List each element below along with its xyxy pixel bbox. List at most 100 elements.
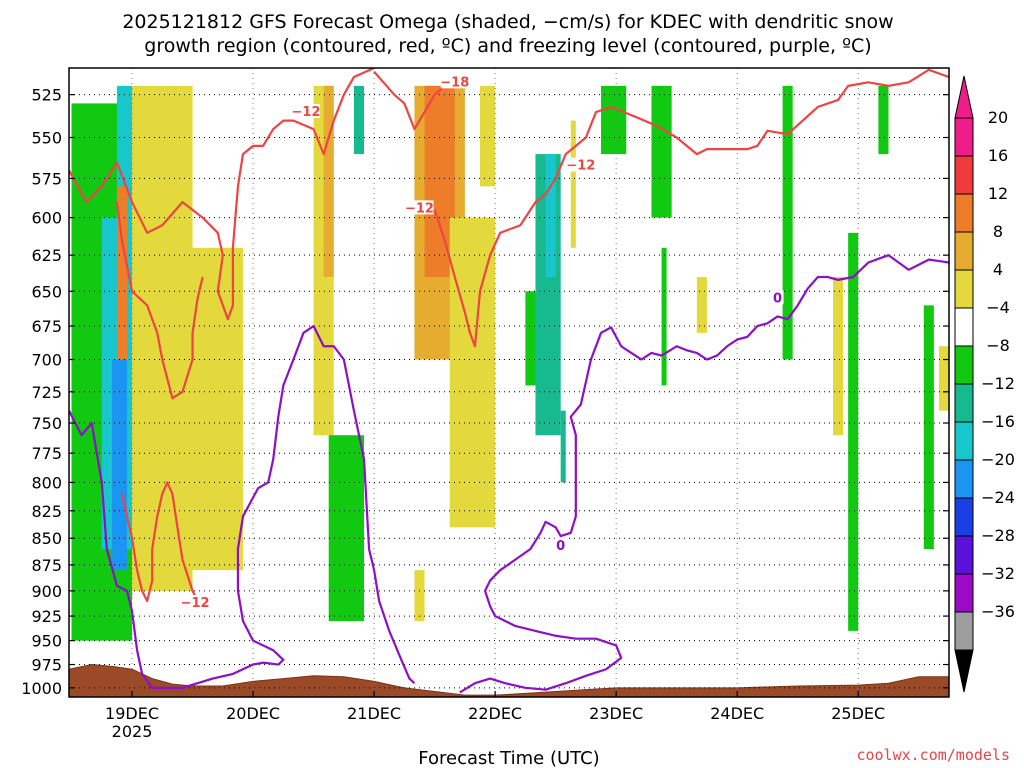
omega-region <box>651 85 672 218</box>
colorbar-swatch <box>954 459 974 499</box>
colorbar-label: −36 <box>981 602 1015 621</box>
omega-region <box>545 154 556 278</box>
y-tick-label: 550 <box>31 129 62 148</box>
omega-region <box>782 85 793 360</box>
plot-frame <box>68 67 950 698</box>
colorbar-label: −20 <box>981 450 1015 469</box>
dgz-contour-line <box>433 68 949 348</box>
colorbar-label: −8 <box>986 336 1010 355</box>
y-tick-label: 850 <box>31 529 62 548</box>
freezing-level-label-bg <box>554 537 567 552</box>
omega-region <box>923 305 934 550</box>
colorbar-label: −32 <box>981 564 1015 583</box>
omega-region <box>848 232 859 631</box>
omega-region <box>878 85 889 155</box>
dgz-contour-label-bg <box>405 200 434 215</box>
y-tick-label: 875 <box>31 556 62 575</box>
omega-region <box>661 247 667 386</box>
x-tick-label: 23DEC <box>589 704 643 723</box>
omega-region <box>525 291 536 386</box>
colorbar-label: 20 <box>988 108 1008 127</box>
colorbar-top-arrow <box>954 75 974 119</box>
dgz-contour-line <box>115 201 204 400</box>
omega-shading <box>71 85 949 641</box>
omega-region <box>570 120 576 248</box>
dgz-contour-label: −12 <box>181 596 210 611</box>
omega-region <box>938 346 949 411</box>
terrain-fill <box>69 664 949 697</box>
dgz-contour-label: −18 <box>440 75 469 90</box>
omega-region <box>601 85 627 155</box>
omega-region <box>323 85 334 278</box>
x-axis-label: Forecast Time (UTC) <box>418 748 599 768</box>
freezing-level-label-bg <box>771 290 784 305</box>
colorbar-swatch <box>954 421 974 461</box>
y-tick-label: 650 <box>31 282 62 301</box>
colorbar-swatch <box>954 345 974 385</box>
colorbar-swatch <box>954 231 974 271</box>
x-tick-label: 25DEC <box>831 704 885 723</box>
colorbar-label: −16 <box>981 412 1015 431</box>
dgz-contours <box>69 68 949 603</box>
colorbar-swatch <box>954 535 974 575</box>
y-tick-label: 600 <box>31 209 62 228</box>
colorbar-swatch <box>954 117 974 157</box>
omega-region <box>696 277 707 333</box>
y-tick-label: 675 <box>31 317 62 336</box>
omega-region <box>111 359 127 571</box>
y-tick-label: 925 <box>31 607 62 626</box>
colorbar-label: −4 <box>986 298 1010 317</box>
omega-region <box>833 277 844 436</box>
y-tick-label: 700 <box>31 351 62 370</box>
colorbar-label: 12 <box>988 184 1008 203</box>
colorbar-swatch <box>954 611 974 651</box>
colorbar-bottom-arrow <box>954 649 974 693</box>
omega-region <box>414 570 425 622</box>
dgz-contour-label-bg <box>292 104 321 119</box>
x-tick-sublabel: 2025 <box>112 722 153 741</box>
chart-title-line2: growth region (contoured, red, ºC) and f… <box>144 35 871 57</box>
x-tick-label: 21DEC <box>347 704 401 723</box>
colorbar-label: −12 <box>981 374 1015 393</box>
y-tick-label: 1000 <box>21 679 62 698</box>
colorbar-swatch <box>954 497 974 537</box>
colorbar-swatch <box>954 573 974 613</box>
y-tick-label: 825 <box>31 502 62 521</box>
dgz-contour-label-bg <box>181 595 210 610</box>
freezing-level-line <box>459 254 949 694</box>
colorbar-label: 16 <box>988 146 1008 165</box>
colorbar: 20 16 12 8 4 −4 −8 −12 −16 −20 −24 −28 −32 −36 <box>954 75 1015 693</box>
colorbar-label: −28 <box>981 526 1015 545</box>
credit-text: coolwx.com/models <box>856 746 1010 764</box>
y-axis: 525 550 575 600 625 650 675 700 725 750 775 800 825 8… <box>21 86 949 698</box>
terrain-area <box>69 664 949 697</box>
omega-region <box>132 85 193 591</box>
y-tick-label: 725 <box>31 383 62 402</box>
y-tick-label: 625 <box>31 246 62 265</box>
omega-region <box>328 435 365 622</box>
omega-region <box>449 217 496 528</box>
colorbar-label: 4 <box>993 260 1003 279</box>
colorbar-swatch <box>954 193 974 233</box>
freezing-level-label: 0 <box>556 539 565 554</box>
dgz-contour-line <box>373 70 446 131</box>
x-tick-label: 19DEC <box>105 704 159 723</box>
y-tick-label: 775 <box>31 444 62 463</box>
omega-region <box>560 410 566 483</box>
y-tick-label: 750 <box>31 414 62 433</box>
freezing-level-contours <box>69 254 949 694</box>
omega-region <box>480 85 496 187</box>
contour-labels: −12 −18 −12 −12 −12 0 0 <box>181 74 784 611</box>
colorbar-swatch <box>954 269 974 309</box>
x-tick-label: 24DEC <box>710 704 764 723</box>
y-tick-label: 950 <box>31 632 62 651</box>
dgz-contour-label-bg <box>440 74 469 89</box>
colorbar-label: 8 <box>993 222 1003 241</box>
y-tick-label: 900 <box>31 582 62 601</box>
dgz-contour-line <box>120 481 199 603</box>
y-tick-label: 975 <box>31 656 62 675</box>
chart-title-line1: 2025121812 GFS Forecast Omega (shaded, −… <box>122 11 893 33</box>
dgz-contour-label-bg <box>566 157 595 172</box>
